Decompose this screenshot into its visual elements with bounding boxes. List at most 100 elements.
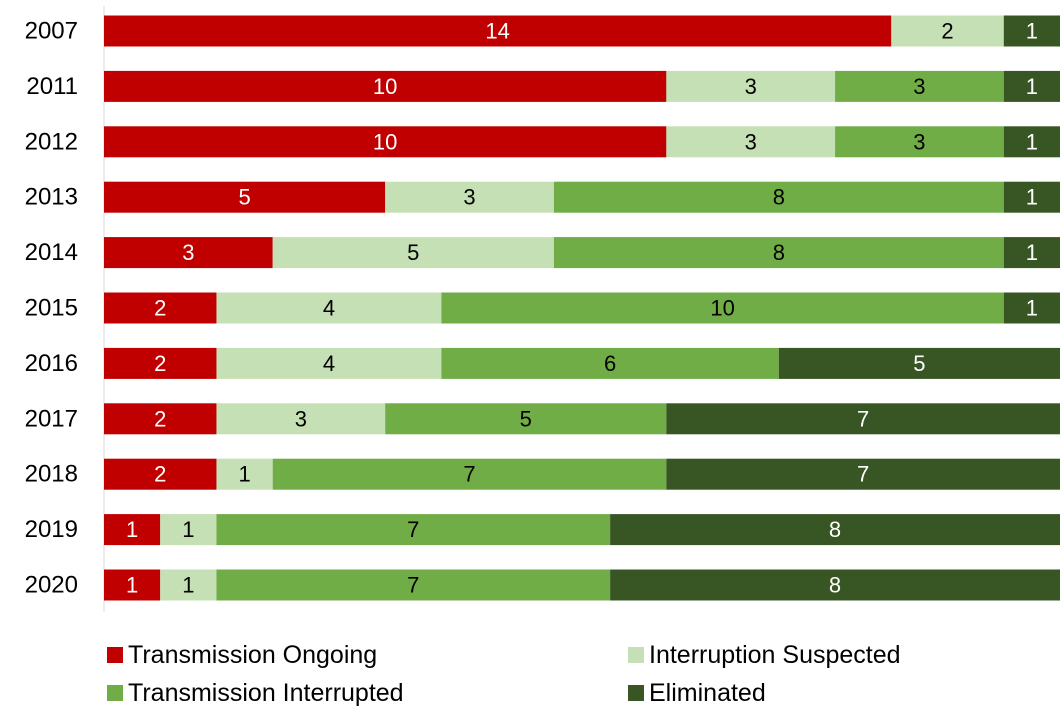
bar-segment <box>1003 237 1060 269</box>
bar-segment <box>160 569 217 601</box>
data-label: 3 <box>182 240 194 265</box>
data-label: 4 <box>323 296 335 321</box>
bar-segment <box>216 347 442 379</box>
data-label: 1 <box>1026 185 1038 210</box>
y-tick-label: 2011 <box>26 73 78 100</box>
y-tick-label: 2007 <box>25 18 78 45</box>
bar-segment <box>835 126 1004 158</box>
data-label: 3 <box>913 129 925 154</box>
data-label: 7 <box>857 462 869 487</box>
data-label: 1 <box>126 517 138 542</box>
data-label: 5 <box>238 185 250 210</box>
data-label: 7 <box>857 406 869 431</box>
y-tick-label: 2018 <box>25 461 78 488</box>
bar-segment <box>891 15 1004 47</box>
bar-segment <box>104 403 217 435</box>
bar-segment <box>216 403 386 435</box>
y-tick-label: 2020 <box>25 572 78 599</box>
data-label: 1 <box>126 573 138 598</box>
data-label: 3 <box>463 185 475 210</box>
data-label: 1 <box>238 462 250 487</box>
y-tick-label: 2016 <box>25 350 78 377</box>
data-label: 1 <box>1026 240 1038 265</box>
bar-segment <box>104 15 892 47</box>
data-label: 8 <box>829 573 841 598</box>
bar-segment <box>1003 292 1060 324</box>
data-label: 8 <box>829 517 841 542</box>
y-tick-label: 2014 <box>25 239 78 266</box>
legend-swatch <box>107 647 123 663</box>
bar-segment <box>835 70 1004 102</box>
legend-swatch <box>628 647 644 663</box>
data-label: 1 <box>1026 296 1038 321</box>
bar-segment <box>272 237 554 269</box>
bar-segment <box>666 458 1060 490</box>
bar-segment <box>385 403 667 435</box>
bar-segment <box>104 458 217 490</box>
y-tick-label: 2019 <box>25 516 78 543</box>
bar-segment <box>104 70 667 102</box>
bar-segment <box>104 292 217 324</box>
data-label: 7 <box>407 573 419 598</box>
bar-segment <box>216 458 273 490</box>
data-label: 10 <box>710 296 734 321</box>
bar-segment <box>666 70 836 102</box>
bar-segment <box>778 347 1060 379</box>
bar-segment <box>104 347 217 379</box>
data-label: 7 <box>463 462 475 487</box>
data-label: 14 <box>485 19 509 44</box>
bar-segment <box>104 126 667 158</box>
data-label: 5 <box>407 240 419 265</box>
data-label: 5 <box>913 351 925 376</box>
bar-segment <box>104 514 161 546</box>
y-tick-label: 2012 <box>25 128 78 155</box>
bar-segment <box>441 347 779 379</box>
data-label: 3 <box>913 74 925 99</box>
data-label: 5 <box>520 406 532 431</box>
data-label: 8 <box>773 240 785 265</box>
bar-segment <box>216 514 611 546</box>
data-label: 1 <box>1026 74 1038 99</box>
bar-segment <box>553 181 1004 213</box>
y-tick-label: 2013 <box>25 184 78 211</box>
bar-segment <box>1003 181 1060 213</box>
bar-segment <box>666 126 836 158</box>
bar-segment <box>1003 126 1060 158</box>
data-label: 3 <box>295 406 307 431</box>
y-tick-label: 2017 <box>25 405 78 432</box>
bar-segment <box>216 569 611 601</box>
bar-segment <box>216 292 442 324</box>
data-label: 8 <box>773 185 785 210</box>
data-label: 2 <box>154 406 166 431</box>
data-label: 1 <box>182 517 194 542</box>
data-label: 2 <box>941 19 953 44</box>
data-label: 10 <box>373 74 397 99</box>
bar-segment <box>441 292 1004 324</box>
legend-swatch <box>107 685 123 701</box>
data-label: 4 <box>323 351 335 376</box>
bar-segment <box>104 569 161 601</box>
data-label: 1 <box>182 573 194 598</box>
data-label: 2 <box>154 296 166 321</box>
data-label: 3 <box>745 74 757 99</box>
legend-label: Eliminated <box>649 679 766 707</box>
data-label: 1 <box>1026 129 1038 154</box>
bar-segment <box>104 181 386 213</box>
legend-label: Transmission Ongoing <box>128 641 377 669</box>
data-label: 7 <box>407 517 419 542</box>
bar-segment <box>160 514 217 546</box>
legend-label: Interruption Suspected <box>649 641 901 669</box>
bar-segment <box>666 403 1060 435</box>
bar-segment <box>1003 70 1060 102</box>
bar-segment <box>104 237 273 269</box>
data-label: 3 <box>745 129 757 154</box>
data-label: 1 <box>1026 19 1038 44</box>
data-label: 6 <box>604 351 616 376</box>
data-label: 2 <box>154 462 166 487</box>
bar-segment <box>610 569 1060 601</box>
bar-segment <box>1003 15 1060 47</box>
bar-segment <box>553 237 1004 269</box>
legend-label: Transmission Interrupted <box>128 679 404 707</box>
bar-segment <box>610 514 1060 546</box>
data-label: 10 <box>373 129 397 154</box>
